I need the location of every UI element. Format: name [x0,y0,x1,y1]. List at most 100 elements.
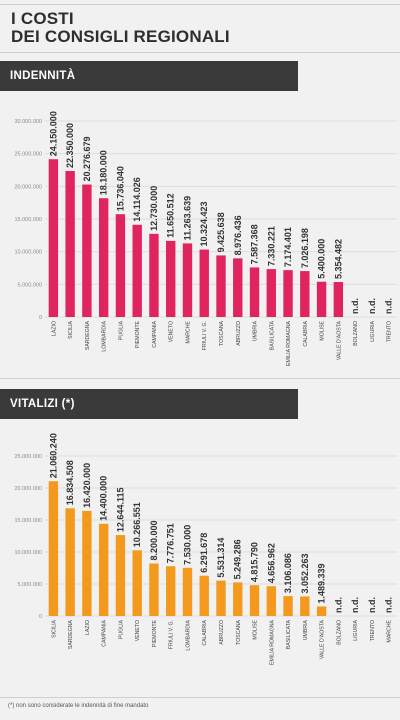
indennita-chart: 0 5.000.000 10.000.000 15.000.000 20.000.000… [14,111,397,366]
bar-value-label: 14.400.000 [99,476,109,521]
section-title-vitalizi: VITALIZI (*) [10,398,75,410]
bar [82,184,92,317]
category-label: LAZIO [51,321,57,336]
bar [249,267,260,317]
category-label: CALABRIA [202,619,208,645]
category-label: TOSCANA [236,619,242,645]
bar-value-label: 9.425.638 [216,212,226,252]
y-tick-label: 20.000.000 [14,184,42,190]
bar-value-label: 6.291.678 [199,533,209,573]
bar [115,214,126,317]
bar [48,159,59,317]
bar [316,281,327,317]
y-tick-label: 10.000.000 [14,250,42,256]
category-label: EMILIA ROMAGNA [269,619,275,665]
bar-value-label: 15.736.040 [115,166,125,211]
y-tick-label: 25.000.000 [14,152,42,158]
category-label: MARCHE [387,619,393,642]
bar-value-label: n.d. [367,597,377,613]
category-label: SICILIA [51,619,57,637]
category-label: LIGURIA [353,619,359,640]
category-label: CAMPANIA [152,320,158,347]
bar [98,198,109,317]
bar-value-label: n.d. [384,298,394,314]
bar-value-label: 7.330.221 [266,226,276,266]
bar [283,596,293,616]
category-label: TRENTO [387,321,393,342]
category-label: PIEMONTE [152,619,158,647]
bar [149,563,159,616]
bar [300,596,310,616]
y-tick-label: 15.000.000 [14,518,42,524]
bar-value-label: 8.976.436 [233,215,243,255]
vitalizi-chart: 0 5.000.000 10.000.000 15.000.000 20.000.000… [14,433,397,665]
bottom-rule [0,697,400,698]
section-header-indennita: INDENNITÀ [0,61,298,91]
category-label: PUGLIA [118,619,124,639]
y-tick-label: 0 [39,614,42,620]
bar-value-label: 7.174.401 [283,227,293,267]
bar [266,269,276,317]
bar [166,240,176,317]
bar-value-label: 24.150.000 [48,111,58,156]
bar [182,243,193,317]
bar-value-label: n.d. [350,298,360,314]
bar-value-label: 18.180.000 [99,150,109,195]
bar [166,566,176,616]
bar-value-label: 5.531.314 [216,538,226,578]
y-tick-label: 0 [39,315,42,321]
bar-value-label: 12.644.115 [115,488,125,533]
footnote: (*) non sono considerate le indennità di… [8,703,149,709]
bar [216,255,226,317]
page-title-line1: I COSTI [11,9,74,28]
bar-value-label: 21.060.240 [48,433,58,478]
bar [233,582,243,616]
y-tick-label: 5.000.000 [18,282,42,288]
page-title-line2: DEI CONSIGLI REGIONALI [11,27,230,46]
y-tick-label: 20.000.000 [14,486,42,492]
category-label: CAMPANIA [102,619,108,646]
bar-value-label: 10.266.551 [132,502,142,547]
bar [182,567,193,616]
bar-value-label: 16.834.508 [65,460,75,505]
bar-value-label: 20.276.679 [82,136,92,181]
category-label: VALLE D'AOSTA [336,320,342,360]
category-label: SARDEGNA [68,619,74,649]
bar [82,510,92,616]
bar-value-label: 5.249.286 [233,539,243,579]
bar-value-label: n.d. [333,597,343,613]
category-label: BOLZANO [353,321,359,346]
bar-value-label: 3.106.086 [283,553,293,593]
section-divider [0,378,400,379]
category-label: VALLE D'AOSTA [320,619,326,659]
category-label: FRIULI V. G. [202,321,208,350]
bar [65,170,75,317]
category-label: TOSCANA [219,320,225,346]
y-tick-label: 30.000.000 [14,119,42,125]
bar [149,233,159,317]
bar-value-label: 5.400.000 [317,239,327,279]
bar-value-label: 7.587.368 [250,224,260,264]
bar [283,270,293,317]
y-tick-label: 25.000.000 [14,454,42,460]
category-label: BOLZANO [336,620,342,645]
section-header-vitalizi: VITALIZI (*) [0,389,298,419]
bar-value-label: 12.730.000 [149,186,159,231]
bar [115,535,126,616]
bar [199,249,209,317]
bar [249,585,260,616]
y-tick-label: 5.000.000 [18,582,42,588]
category-label: CALABRIA [303,320,309,346]
bar-value-label: 8.200.000 [149,520,159,560]
category-label: VENETO [169,321,175,342]
category-label: PIEMONTE [135,320,141,348]
y-tick-label: 15.000.000 [14,217,42,223]
category-label: EMILIA ROMAGNA [286,320,292,366]
bar-value-label: 16.420.000 [82,463,92,508]
bar [199,575,209,616]
category-label: LAZIO [85,620,91,635]
bar [48,481,59,616]
category-label: LIGURIA [370,320,376,341]
bar-value-label: 11.650.512 [166,193,176,238]
category-label: MOLISE [320,320,326,340]
